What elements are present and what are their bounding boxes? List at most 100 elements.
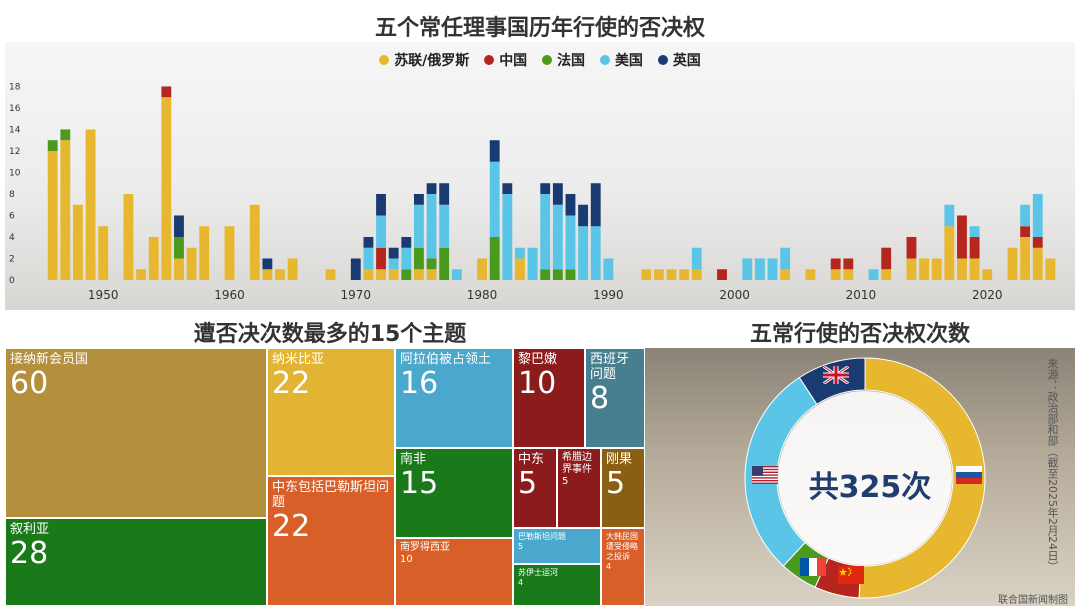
bar-segment	[565, 269, 576, 280]
bar-segment	[691, 269, 702, 280]
donut-slice	[858, 357, 986, 599]
bar-segment	[969, 226, 980, 237]
bar-chart-panel: 0 2 4 6 8 10 12 14 16 18 1950 1960 1970 1980 1990 2000 2…	[5, 42, 1075, 310]
bar-segment	[969, 236, 980, 259]
bar-segment	[565, 193, 576, 216]
bar-segment	[98, 226, 109, 280]
bar-segment	[527, 247, 538, 280]
source-note: 来源：政治部和部（截至2025年2月24日）	[1046, 358, 1059, 572]
bar-segment	[717, 269, 727, 280]
legend-dot-usa	[599, 55, 610, 65]
y-tick-label: 10	[9, 168, 21, 178]
treemap-cell-label: 南罗得西亚	[400, 542, 450, 553]
bar-segment	[413, 193, 424, 205]
treemap-cell-value: 60	[10, 366, 49, 401]
bar-segment	[401, 269, 412, 280]
bar-segment	[224, 226, 235, 280]
bar-segment	[843, 258, 854, 270]
russia-flag-icon	[956, 466, 982, 484]
legend-label-ussr: 苏联/俄罗斯	[394, 53, 470, 69]
bar-segment	[426, 183, 437, 194]
legend-dot-france	[542, 55, 553, 65]
treemap-cell: 叙利亚 28	[5, 518, 267, 606]
treemap-cell: 接纳新会员国 60	[5, 348, 267, 518]
treemap-cell-label: 刚果	[606, 452, 633, 467]
x-tick-label: 1950	[88, 288, 119, 302]
credit: 联合国新闻制图	[998, 595, 1068, 606]
treemap-cell: 中东 5	[513, 448, 557, 528]
treemap-cell-value: 5	[562, 476, 569, 487]
y-tick-label: 2	[9, 254, 15, 264]
treemap-cell-label: 黎巴嫩	[518, 352, 558, 367]
usa-flag-icon	[752, 466, 778, 484]
bar-segment	[174, 258, 184, 280]
bar-segment	[262, 258, 273, 270]
treemap-cell-value: 10	[400, 554, 413, 565]
treemap-cell-label: 中东	[518, 452, 545, 467]
bar-segment	[388, 258, 399, 270]
china-flag-icon	[838, 566, 864, 584]
legend: 苏联/俄罗斯 中国 法国 美国 英国	[0, 50, 1080, 70]
treemap-cell: 巴勒斯坦问题 5	[513, 528, 601, 564]
bar-segment	[742, 258, 753, 280]
treemap-cell-label: 中东包括巴勒斯坦问题	[272, 480, 390, 510]
bar-segment	[325, 269, 336, 280]
treemap-cell: 纳米比亚 22	[267, 348, 395, 476]
bar-segment	[515, 258, 525, 280]
y-tick-label: 0	[9, 276, 15, 286]
bar-segment	[540, 193, 551, 270]
x-tick-label: 1990	[593, 288, 624, 302]
bar-segment	[148, 236, 159, 280]
bar-segment	[477, 258, 487, 280]
y-tick-label: 12	[9, 147, 20, 157]
bar-segment	[199, 226, 210, 280]
chart-title: 五个常任理事国历年行使的否决权	[374, 16, 705, 41]
bar-segment	[363, 247, 374, 270]
bar-segment	[489, 236, 500, 280]
treemap-cell-label: 西班牙问题	[590, 352, 630, 382]
bar-segment	[413, 269, 424, 280]
france-flag-icon	[800, 558, 826, 576]
bar-segment	[161, 97, 172, 280]
bar-segment	[376, 215, 386, 248]
legend-item-china: 中国	[484, 50, 527, 70]
bar-segment	[85, 129, 96, 280]
bar-segment	[363, 236, 374, 248]
bar-segment	[174, 215, 184, 237]
bar-segment	[1032, 247, 1043, 280]
bar-segment	[881, 247, 892, 270]
bar-segment	[944, 226, 955, 280]
treemap-cell-value: 16	[400, 366, 439, 401]
bar-segment	[287, 258, 298, 280]
bar-segment	[376, 193, 386, 216]
bar-segment	[515, 247, 525, 259]
bar-segment	[578, 226, 589, 280]
bar-segment	[47, 150, 58, 280]
bar-segment	[1020, 204, 1031, 227]
bar-segment	[552, 269, 563, 280]
bar-segment	[426, 269, 437, 280]
bar-segment	[439, 183, 450, 205]
treemap-cell-value: 5	[518, 466, 538, 501]
x-tick-label: 2000	[719, 288, 750, 302]
x-tick-label: 1980	[467, 288, 498, 302]
treemap-cell: 黎巴嫩 10	[513, 348, 585, 448]
bar-segment	[805, 269, 816, 280]
bar-segment	[350, 258, 361, 280]
bar-segment	[186, 247, 197, 280]
treemap-title: 遭否决次数最多的15个主题	[193, 322, 467, 347]
legend-item-usa: 美国	[599, 50, 643, 70]
bar-segment	[540, 269, 551, 280]
bar-segment	[780, 269, 791, 280]
bar-segment	[363, 269, 374, 280]
bar-segment	[489, 140, 500, 162]
uk-flag-icon	[822, 364, 850, 386]
bar-segment	[919, 258, 930, 280]
x-tick-label: 1970	[341, 288, 372, 302]
bar-segment	[944, 204, 955, 227]
bar-segment	[653, 269, 664, 280]
bar-segment	[830, 269, 841, 280]
treemap-cell: 大韩民国遭受侵略之投诉 4	[601, 528, 645, 606]
bar-segment	[262, 269, 273, 280]
treemap-cell: 希腊边界事件 5	[557, 448, 601, 528]
